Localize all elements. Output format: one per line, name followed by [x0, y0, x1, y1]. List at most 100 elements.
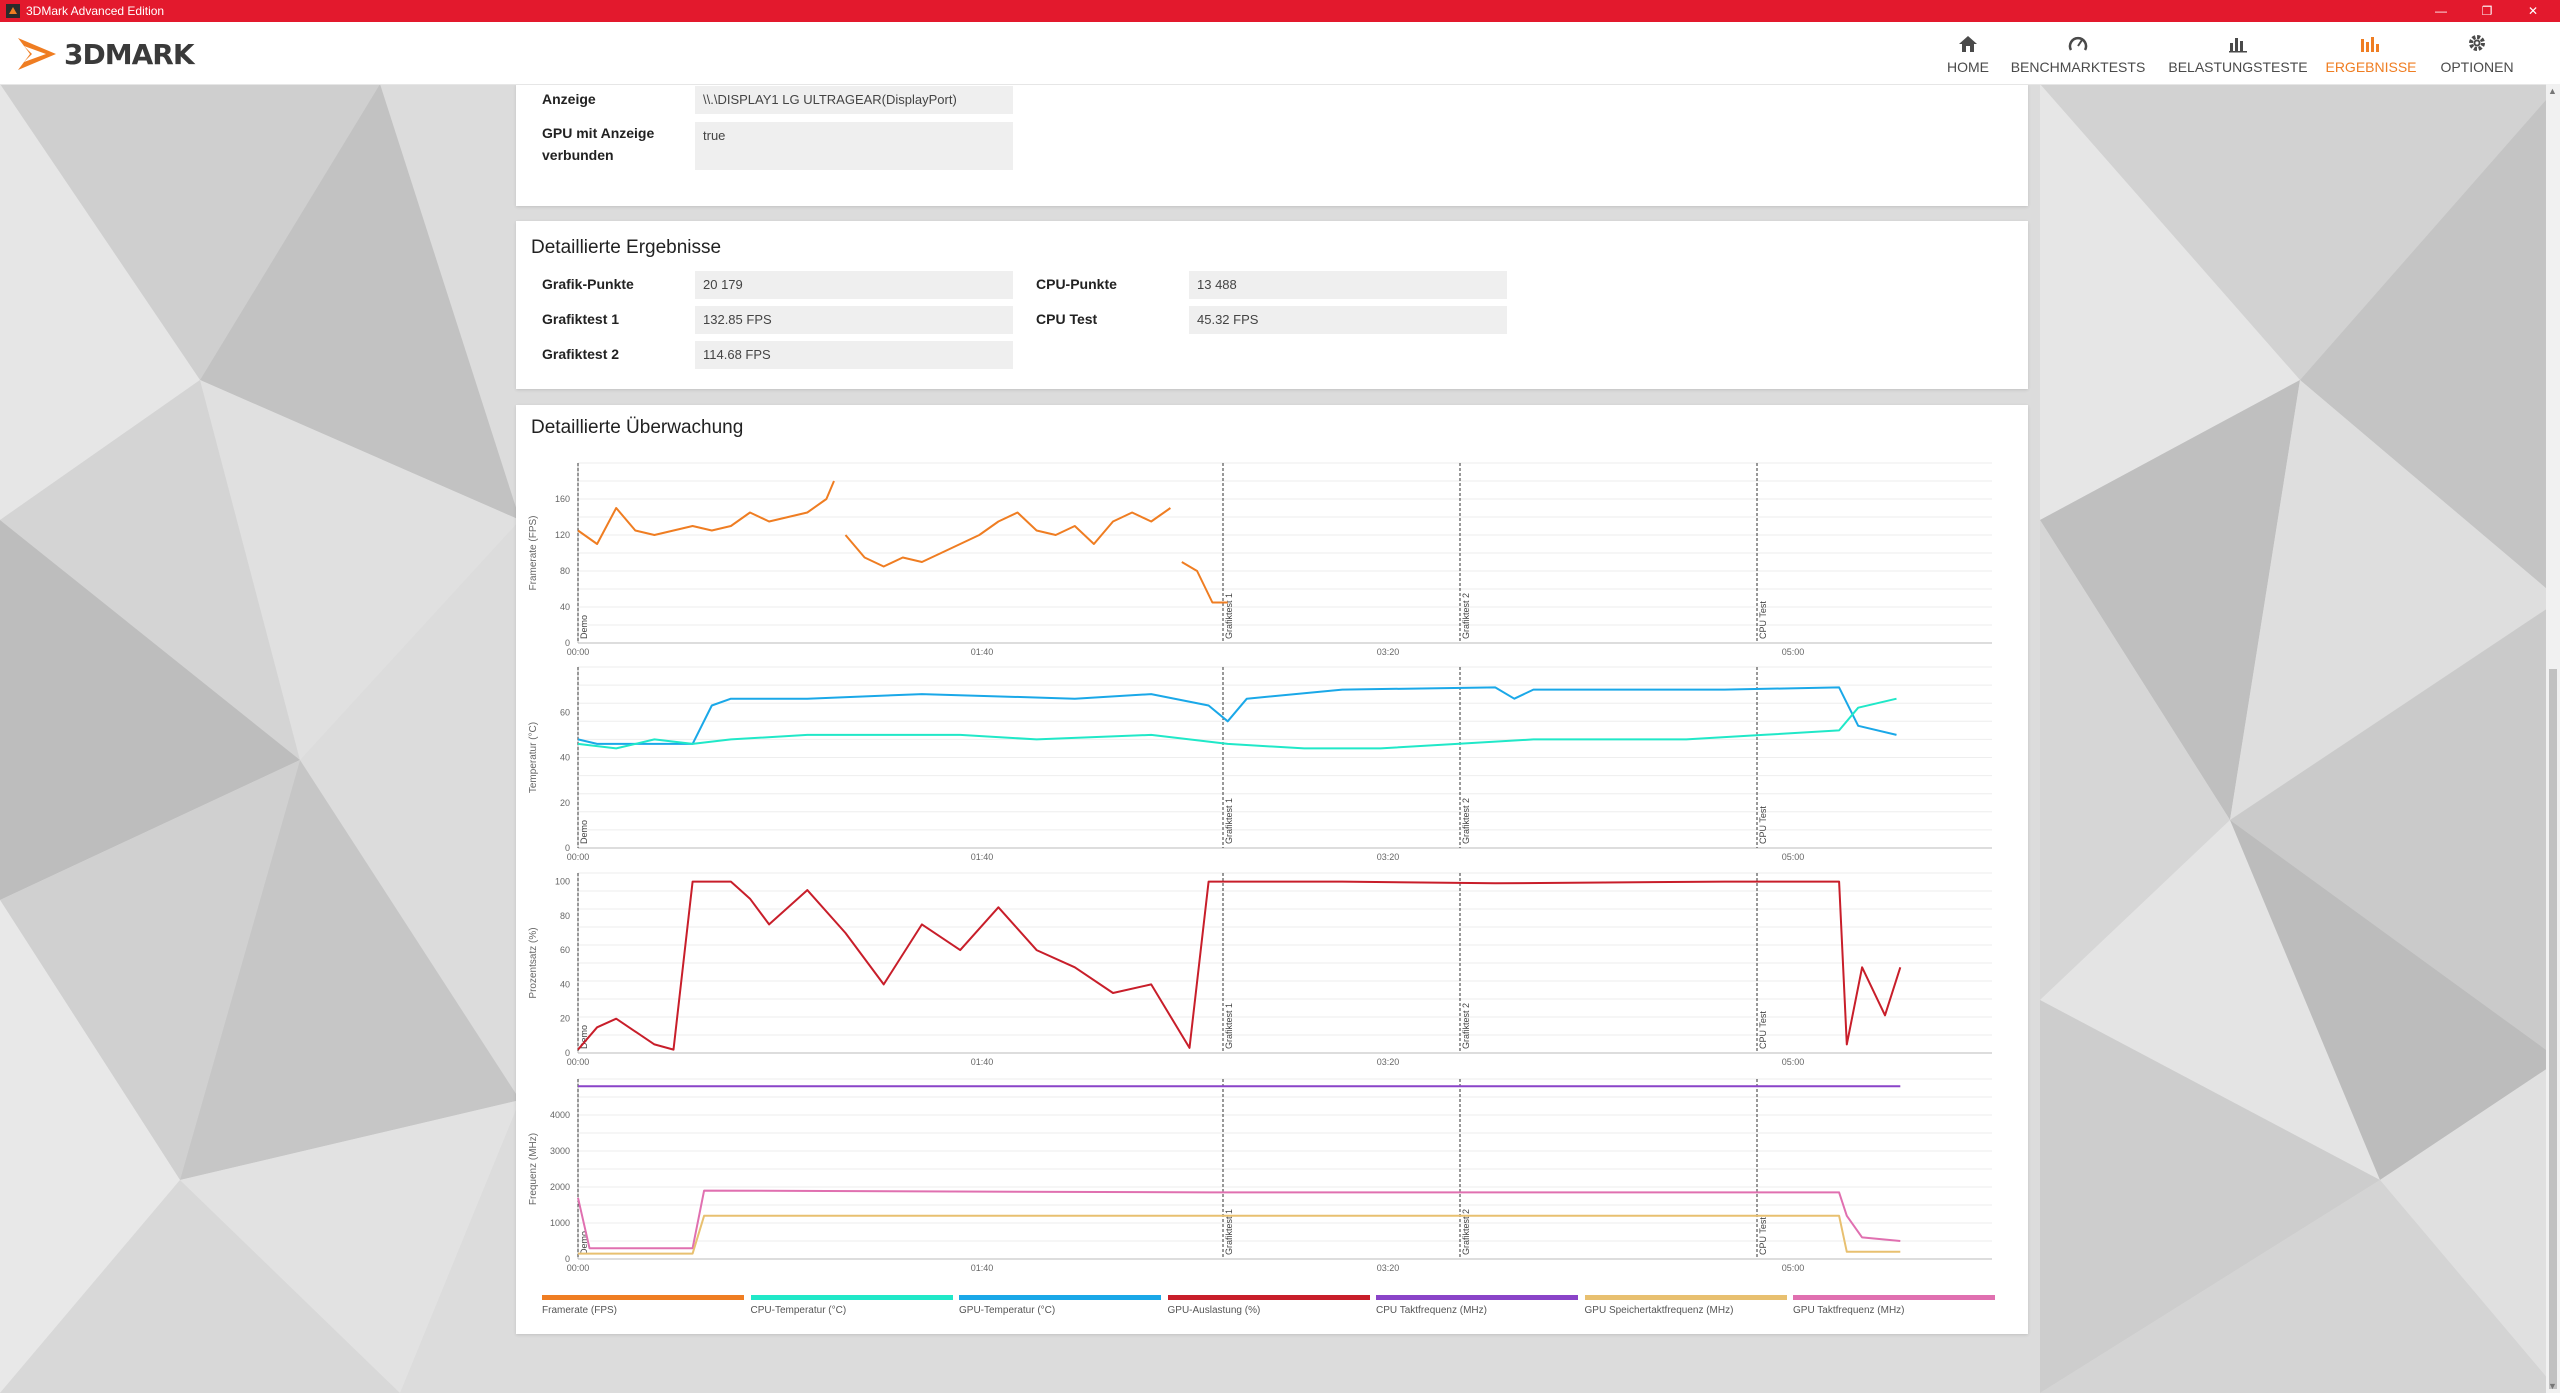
legend-swatch[interactable] — [542, 1295, 744, 1300]
y-tick-label: 40 — [560, 753, 570, 763]
nav-benchmarktests[interactable]: BENCHMARKTESTS — [2010, 22, 2146, 84]
test-marker-label: Demo — [579, 820, 589, 844]
y-tick-label: 40 — [560, 602, 570, 612]
x-tick-label: 01:40 — [971, 1263, 994, 1273]
graphics-test-1-value: 132.85 FPS — [695, 306, 1013, 334]
scrollbar-thumb[interactable] — [2549, 669, 2557, 1389]
detailed-results-title: Detaillierte Ergebnisse — [531, 237, 722, 258]
y-axis-label: Prozentsatz (%) — [528, 927, 539, 998]
minimize-icon[interactable]: — — [2435, 4, 2447, 18]
nav-optionen[interactable]: OPTIONEN — [2432, 22, 2522, 84]
vertical-scrollbar[interactable]: ▲ ▼ — [2546, 84, 2560, 1393]
app-icon — [6, 4, 20, 18]
graphics-test-1-label: Grafiktest 1 — [542, 311, 620, 327]
cpu-test-label: CPU Test — [1036, 311, 1098, 327]
test-marker-label: Grafiktest 1 — [1224, 798, 1234, 844]
nav-ergebnisse-label: ERGEBNISSE — [2325, 59, 2417, 75]
y-tick-label: 60 — [560, 707, 570, 717]
cpu-test-value: 45.32 FPS — [1189, 306, 1507, 334]
x-tick-label: 03:20 — [1377, 1057, 1400, 1067]
y-tick-label: 160 — [555, 494, 570, 504]
legend-label: GPU Speichertaktfrequenz (MHz) — [1584, 1305, 1734, 1316]
graphics-test-2-value: 114.68 FPS — [695, 341, 1013, 369]
y-tick-label: 0 — [565, 1254, 570, 1264]
logo[interactable]: 3DMARK — [16, 32, 195, 76]
window-titlebar: 3DMark Advanced Edition — ❐ ✕ — [0, 0, 2560, 22]
legend-swatch[interactable] — [1376, 1295, 1578, 1300]
y-axis-label: Framerate (FPS) — [528, 515, 539, 590]
series-line — [577, 697, 1897, 750]
nav-home-label: HOME — [1947, 59, 1989, 75]
legend-swatch[interactable] — [959, 1295, 1161, 1300]
y-tick-label: 80 — [560, 566, 570, 576]
x-tick-label: 00:00 — [567, 1263, 590, 1273]
legend-swatch[interactable] — [750, 1295, 953, 1300]
y-tick-label: 0 — [565, 638, 570, 648]
graphics-score-value: 20 179 — [695, 271, 1013, 299]
results-icon — [2360, 31, 2382, 53]
scroll-down-icon[interactable]: ▼ — [2548, 1381, 2557, 1391]
nav-optionen-label: OPTIONEN — [2440, 59, 2514, 75]
close-icon[interactable]: ✕ — [2527, 4, 2539, 18]
series-line — [577, 480, 835, 545]
legend-label: Framerate (FPS) — [542, 1305, 618, 1316]
y-axis-label: Temperatur (°C) — [528, 722, 539, 793]
y-tick-label: 2000 — [550, 1182, 570, 1192]
test-marker-label: Demo — [579, 615, 589, 639]
nav-home[interactable]: HOME — [1940, 22, 1996, 84]
x-tick-label: 01:40 — [971, 1057, 994, 1067]
series-line — [844, 507, 1171, 568]
speedometer-icon — [2068, 31, 2088, 53]
legend-label: GPU-Auslastung (%) — [1167, 1305, 1261, 1316]
x-tick-label: 00:00 — [567, 852, 590, 862]
legend-swatch[interactable] — [1793, 1295, 1995, 1300]
legend-label: GPU-Temperatur (°C) — [959, 1305, 1056, 1316]
y-tick-label: 80 — [560, 911, 570, 921]
x-tick-label: 03:20 — [1377, 1263, 1400, 1273]
nav-ergebnisse[interactable]: ERGEBNISSE — [2324, 22, 2418, 84]
test-marker-label: Grafiktest 2 — [1461, 798, 1471, 844]
y-axis-label: Frequenz (MHz) — [528, 1133, 539, 1205]
bar-chart-icon — [2228, 31, 2248, 53]
series-line — [577, 1189, 1901, 1250]
y-tick-label: 4000 — [550, 1110, 570, 1120]
legend-label: CPU Taktfrequenz (MHz) — [1376, 1305, 1487, 1316]
gpu-connected-value: true — [695, 122, 1013, 170]
y-tick-label: 60 — [560, 945, 570, 955]
nav-benchmarktests-label: BENCHMARKTESTS — [2010, 59, 2146, 75]
test-marker-label: Grafiktest 2 — [1461, 593, 1471, 639]
series-line — [578, 1214, 1901, 1255]
graphics-test-2-label: Grafiktest 2 — [542, 346, 620, 362]
legend-swatch[interactable] — [1584, 1295, 1787, 1300]
detailed-results-panel: Detaillierte Ergebnisse Grafik-Punkte 20… — [516, 221, 2028, 389]
series-line — [1181, 561, 1228, 604]
top-navigation: 3DMARK HOME BENCHMARKTESTS BELASTUNGSTES… — [0, 22, 2560, 85]
y-tick-label: 40 — [560, 979, 570, 989]
test-marker-label: CPU Test — [1758, 806, 1768, 844]
series-line — [577, 880, 1902, 1051]
y-tick-label: 3000 — [550, 1146, 570, 1156]
nav-belastungsteste-label: BELASTUNGSTESTE — [2168, 59, 2308, 75]
test-marker-label: Grafiktest 2 — [1461, 1003, 1471, 1049]
restore-icon[interactable]: ❐ — [2481, 4, 2493, 18]
nav-belastungsteste[interactable]: BELASTUNGSTESTE — [2166, 22, 2310, 84]
home-icon — [1958, 31, 1978, 53]
scroll-up-icon[interactable]: ▲ — [2548, 86, 2557, 96]
y-tick-label: 100 — [555, 877, 570, 887]
test-marker-label: CPU Test — [1758, 601, 1768, 639]
legend-swatch[interactable] — [1167, 1295, 1370, 1300]
test-marker-label: CPU Test — [1758, 1011, 1768, 1049]
display-value: \\.\DISPLAY1 LG ULTRAGEAR(DisplayPort) — [695, 86, 1013, 114]
x-tick-label: 00:00 — [567, 1057, 590, 1067]
window-title: 3DMark Advanced Edition — [26, 4, 165, 18]
series-line — [577, 686, 1897, 745]
x-tick-label: 03:20 — [1377, 852, 1400, 862]
test-marker-label: Demo — [579, 1231, 589, 1255]
gpu-connected-label: GPU mit Anzeige verbunden — [542, 125, 655, 163]
3dmark-logo-icon — [18, 38, 56, 70]
x-tick-label: 05:00 — [1782, 647, 1805, 657]
detailed-monitoring-panel: Detaillierte Überwachung 0 40 80 120 160 Fram… — [516, 405, 2028, 1334]
y-tick-label: 1000 — [550, 1218, 570, 1228]
cpu-score-label: CPU-Punkte — [1036, 276, 1117, 292]
monitoring-charts: 0 40 80 120 160 Framerate (FPS) 00:00 01:40 03:2… — [528, 462, 1992, 1273]
